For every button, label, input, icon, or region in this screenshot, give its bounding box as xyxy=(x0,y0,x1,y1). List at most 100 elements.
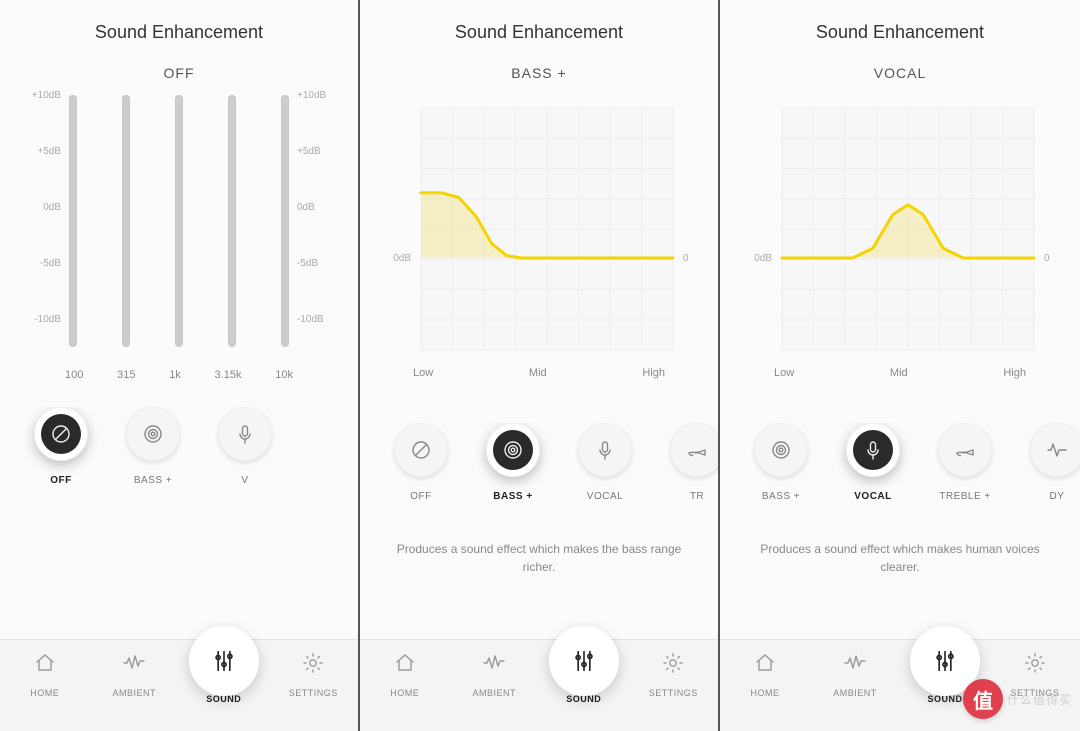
wave-icon xyxy=(119,648,149,678)
mode-label: BASS + xyxy=(134,475,172,486)
equalizer: +10dB +10dB +5dB +5dB 0dB 0dB -5dB -5dB … xyxy=(29,95,329,363)
gear-icon xyxy=(1020,648,1050,678)
nav-label: AMBIENT xyxy=(112,688,156,698)
eq-ylabel: -5dB xyxy=(25,258,61,269)
svg-text:0dB: 0dB xyxy=(393,253,411,264)
mode-bass[interactable]: BASS + xyxy=(114,407,192,486)
eq-band-label: 315 xyxy=(117,369,135,381)
response-curve: 0dB 0dB xyxy=(750,99,1050,359)
eq-band-label: 100 xyxy=(65,369,83,381)
svg-text:0dB: 0dB xyxy=(754,253,772,264)
mode-off[interactable]: OFF xyxy=(22,407,100,486)
bass-icon[interactable] xyxy=(126,407,180,461)
nav-label: HOME xyxy=(30,688,59,698)
mode-vocal[interactable]: VOCAL xyxy=(834,423,912,502)
vocal-icon[interactable] xyxy=(846,423,900,477)
sliders-icon xyxy=(189,626,259,696)
mode-label: TR xyxy=(690,491,704,502)
mode-label: DY xyxy=(1050,491,1065,502)
dynamic-icon[interactable] xyxy=(1030,423,1080,477)
nav-home[interactable]: HOME xyxy=(720,648,810,698)
bottom-nav: HOME AMBIENT SOUND SETTINGS xyxy=(0,639,358,731)
mode-selector[interactable]: OFF BASS + V xyxy=(0,407,358,486)
mode-vocal[interactable]: VOCAL xyxy=(566,423,644,502)
mode-vocal[interactable]: V xyxy=(206,407,284,486)
mode-label: VOCAL xyxy=(587,491,623,502)
bass-icon[interactable] xyxy=(754,423,808,477)
mode-treble[interactable]: TREBLE + xyxy=(926,423,1004,502)
nav-settings[interactable]: SETTINGS xyxy=(269,648,359,698)
eq-ylabel: 0dB xyxy=(25,202,61,213)
eq-ylabel: -5dB xyxy=(297,258,333,269)
eq-ylabel: -10dB xyxy=(25,314,61,325)
mode-label: OFF xyxy=(50,475,72,486)
nav-ambient[interactable]: AMBIENT xyxy=(90,648,180,698)
nav-home[interactable]: HOME xyxy=(0,648,90,698)
home-icon xyxy=(30,648,60,678)
mode-name: VOCAL xyxy=(720,65,1080,81)
nav-settings[interactable]: SETTINGS xyxy=(629,648,719,698)
nav-label: SETTINGS xyxy=(289,688,338,698)
nav-label: AMBIENT xyxy=(472,688,516,698)
bass-icon[interactable] xyxy=(486,423,540,477)
eq-slider[interactable] xyxy=(228,95,236,347)
page-title: Sound Enhancement xyxy=(360,0,718,43)
vocal-icon[interactable] xyxy=(578,423,632,477)
panel-0: Sound Enhancement OFF +10dB +10dB +5dB +… xyxy=(0,0,360,731)
mode-selector[interactable]: OFF BASS + VOCAL TR xyxy=(360,423,718,502)
treble-icon[interactable] xyxy=(670,423,718,477)
nav-home[interactable]: HOME xyxy=(360,648,450,698)
mode-dynamic[interactable]: DY xyxy=(1018,423,1080,502)
eq-band-label: 3.15k xyxy=(215,369,242,381)
nav-label: SETTINGS xyxy=(649,688,698,698)
nav-sound[interactable]: SOUND xyxy=(539,648,629,704)
home-icon xyxy=(390,648,420,678)
watermark-badge: 值 xyxy=(963,679,1003,719)
eq-ylabel: +10dB xyxy=(297,90,333,101)
panel-2: Sound Enhancement VOCAL 0dB 0dB LowMidHi… xyxy=(720,0,1080,731)
gear-icon xyxy=(298,648,328,678)
sliders-icon xyxy=(549,626,619,696)
response-curve: 0dB 0dB xyxy=(389,99,689,359)
treble-icon[interactable] xyxy=(938,423,992,477)
page-title: Sound Enhancement xyxy=(720,0,1080,43)
mode-name: BASS + xyxy=(360,65,718,81)
mode-label: OFF xyxy=(410,491,432,502)
eq-band-label: 1k xyxy=(169,369,181,381)
nav-ambient[interactable]: AMBIENT xyxy=(450,648,540,698)
mode-off[interactable]: OFF xyxy=(382,423,460,502)
eq-slider[interactable] xyxy=(69,95,77,347)
mode-bass[interactable]: BASS + xyxy=(474,423,552,502)
mode-treble[interactable]: TR xyxy=(658,423,718,502)
curve-xlabels: LowMidHigh xyxy=(413,367,665,379)
mode-name: OFF xyxy=(0,65,358,81)
panel-1: Sound Enhancement BASS + 0dB 0dB LowMidH… xyxy=(360,0,720,731)
eq-slider[interactable] xyxy=(281,95,289,347)
mode-label: VOCAL xyxy=(854,491,892,502)
nav-ambient[interactable]: AMBIENT xyxy=(810,648,900,698)
eq-slider[interactable] xyxy=(175,95,183,347)
watermark-text: 什么值得买 xyxy=(1007,691,1072,708)
off-icon[interactable] xyxy=(394,423,448,477)
nav-label: HOME xyxy=(390,688,419,698)
watermark: 值 什么值得买 xyxy=(963,679,1072,719)
nav-sound[interactable]: SOUND xyxy=(179,648,269,704)
mode-bass[interactable]: BASS + xyxy=(742,423,820,502)
page-title: Sound Enhancement xyxy=(0,0,358,43)
nav-label: HOME xyxy=(751,688,780,698)
nav-label: AMBIENT xyxy=(833,688,877,698)
off-icon[interactable] xyxy=(34,407,88,461)
mode-label: BASS + xyxy=(493,491,532,502)
eq-ylabel: 0dB xyxy=(297,202,333,213)
wave-icon xyxy=(840,648,870,678)
eq-ylabel: -10dB xyxy=(297,314,333,325)
gear-icon xyxy=(658,648,688,678)
curve-xlabels: LowMidHigh xyxy=(774,367,1026,379)
eq-slider[interactable] xyxy=(122,95,130,347)
mode-description: Produces a sound effect which makes the … xyxy=(360,540,718,576)
bottom-nav: HOME AMBIENT SOUND SETTINGS xyxy=(360,639,718,731)
mode-description: Produces a sound effect which makes huma… xyxy=(720,540,1080,576)
mode-selector[interactable]: BASS + VOCAL TREBLE + DY xyxy=(720,423,1080,502)
eq-xlabels: 1003151k3.15k10k xyxy=(65,369,293,381)
vocal-icon[interactable] xyxy=(218,407,272,461)
